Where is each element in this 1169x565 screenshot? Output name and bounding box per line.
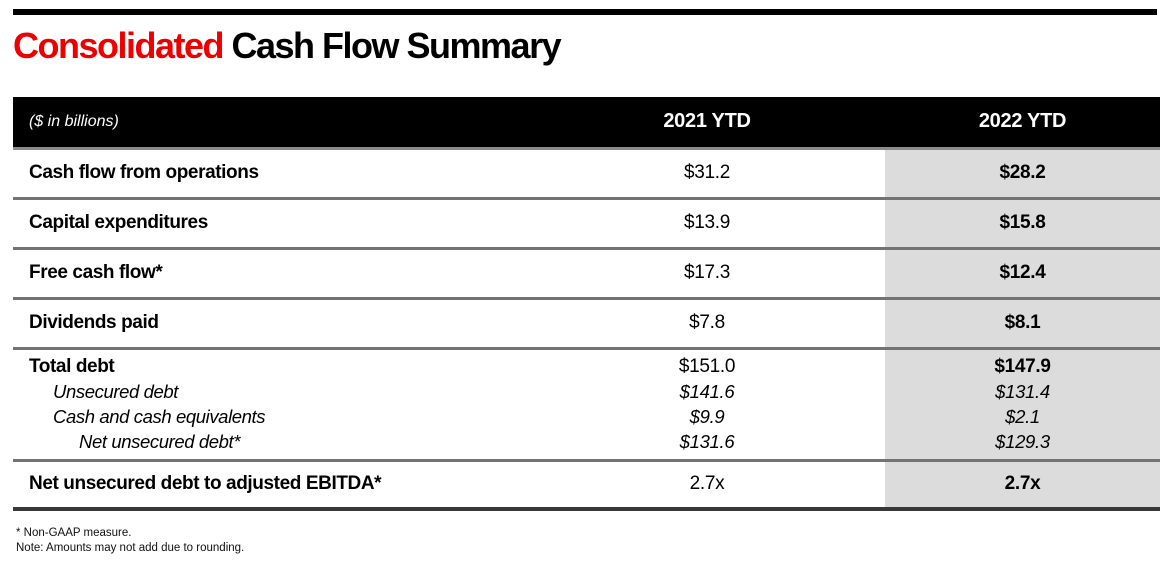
header-col-2021: 2021 YTD xyxy=(663,110,751,133)
debt-group-line-cash-equivalents: Cash and cash equivalents $9.9 $2.1 xyxy=(13,405,1160,430)
value-2022: $2.1 xyxy=(1005,406,1040,428)
value-2022: $147.9 xyxy=(994,356,1051,378)
value-2021: $151.0 xyxy=(678,356,736,378)
value-2021: $141.6 xyxy=(679,381,735,403)
value-2021: $7.8 xyxy=(689,312,725,334)
row-label: Capital expenditures xyxy=(29,212,208,234)
row-label: Net unsecured debt* xyxy=(79,431,241,453)
value-2022: $15.8 xyxy=(885,199,1160,247)
row-label: Free cash flow* xyxy=(29,262,163,284)
cash-flow-table: ($ in billions) 2021 YTD 2022 YTD Cash f… xyxy=(13,96,1160,511)
row-label: Dividends paid xyxy=(29,312,159,334)
table-header-row: ($ in billions) 2021 YTD 2022 YTD xyxy=(13,96,1160,150)
value-2021: $9.9 xyxy=(689,406,725,428)
table-row-capital-expenditures: Capital expenditures $13.9 $15.8 xyxy=(13,199,1160,250)
value-2022: $8.1 xyxy=(885,299,1160,347)
value-2022: $129.3 xyxy=(995,431,1050,453)
value-2022: $131.4 xyxy=(995,381,1050,403)
value-2022: $12.4 xyxy=(885,249,1160,297)
table-row-debt-to-ebitda: Net unsecured debt to adjusted EBITDA* 2… xyxy=(13,461,1160,511)
value-2022: $28.2 xyxy=(885,149,1160,197)
header-col-2022: 2022 YTD xyxy=(978,110,1067,133)
title-highlight: Consolidated xyxy=(13,25,225,66)
row-label: Net unsecured debt to adjusted EBITDA* xyxy=(29,473,382,495)
row-label: Cash and cash equivalents xyxy=(53,406,266,428)
title-rest: Cash Flow Summary xyxy=(223,25,562,66)
debt-group-line-net-unsecured-debt: Net unsecured debt* $131.6 $129.3 xyxy=(13,430,1160,455)
footnotes: * Non-GAAP measure. Note: Amounts may no… xyxy=(16,526,1169,557)
top-accent-bar xyxy=(13,9,1157,15)
table-row-free-cash-flow: Free cash flow* $17.3 $12.4 xyxy=(13,249,1160,300)
table-row-dividends-paid: Dividends paid $7.8 $8.1 xyxy=(13,299,1160,350)
debt-group-line-total-debt: Total debt $151.0 $147.9 xyxy=(13,355,1160,380)
value-2022: 2.7x xyxy=(885,461,1160,507)
value-2021: 2.7x xyxy=(689,473,725,495)
footnote-rounding: Note: Amounts may not add due to roundin… xyxy=(16,542,245,555)
row-label: Cash flow from operations xyxy=(29,162,259,184)
debt-group: Total debt $151.0 $147.9 Unsecured debt … xyxy=(13,349,1160,462)
value-2021: $13.9 xyxy=(683,212,731,234)
footnote-non-gaap: * Non-GAAP measure. xyxy=(16,526,132,539)
table-row-cash-flow-operations: Cash flow from operations $31.2 $28.2 xyxy=(13,149,1160,200)
page-title: Consolidated Cash Flow Summary xyxy=(13,26,1156,66)
row-label: Unsecured debt xyxy=(53,381,179,403)
value-2021: $131.6 xyxy=(679,431,735,453)
value-2021: $17.3 xyxy=(683,262,731,284)
row-label: Total debt xyxy=(29,356,115,378)
debt-group-line-unsecured-debt: Unsecured debt $141.6 $131.4 xyxy=(13,380,1160,405)
highlight-column-bg xyxy=(885,349,1160,459)
header-caption: ($ in billions) xyxy=(29,112,119,130)
value-2021: $31.2 xyxy=(683,162,731,184)
